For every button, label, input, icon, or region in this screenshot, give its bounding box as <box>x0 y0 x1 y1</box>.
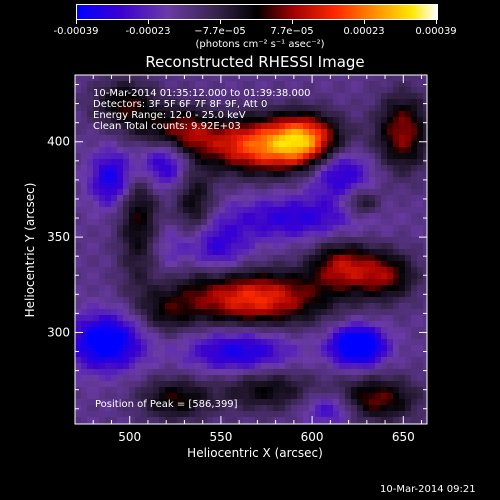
colorbar-unit-label: (photons cm⁻² s⁻¹ asec⁻²) <box>195 39 325 50</box>
plot-area: 10-Mar-2014 01:35:12.000 to 01:39:38.000… <box>75 75 427 424</box>
y-tick-label: 350 <box>47 230 70 244</box>
x-tick-label: 500 <box>118 430 141 444</box>
y-tick-label: 400 <box>47 135 70 149</box>
annotation-energy-range: Energy Range: 12.0 - 25.0 keV <box>93 110 246 121</box>
annotation-detectors: Detectors: 3F 5F 6F 7F 8F 9F, Att 0 <box>93 99 268 110</box>
colorbar-tick-label: 7.7e−05 <box>270 26 314 37</box>
colorbar-tick-label: 0.00023 <box>343 26 385 37</box>
y-axis-label: Heliocentric Y (arcsec) <box>23 182 37 318</box>
plot-frame <box>74 74 428 425</box>
colorbar-tick-label: −7.7e−05 <box>194 26 246 37</box>
y-tick-label: 300 <box>47 325 70 339</box>
annotation-time-range: 10-Mar-2014 01:35:12.000 to 01:39:38.000 <box>93 88 311 99</box>
colorbar-tick-label: -0.00023 <box>125 26 171 37</box>
colorbar-gradient <box>77 5 437 19</box>
x-axis-label: Heliocentric X (arcsec) <box>187 446 323 460</box>
peak-position-label: Position of Peak = [586,399] <box>95 399 238 410</box>
colorbar <box>76 4 438 20</box>
colorbar-tick-label: 0.00039 <box>415 26 457 37</box>
colorbar-tick-label: -0.00039 <box>53 26 99 37</box>
x-tick-label: 650 <box>392 430 415 444</box>
heatmap-image <box>75 75 427 424</box>
chart-title: Reconstructed RHESSI Image <box>145 53 365 71</box>
annotation-clean-counts: Clean Total counts: 9.92E+03 <box>93 121 241 132</box>
x-tick-label: 550 <box>209 430 232 444</box>
colorbar-ticks <box>76 20 438 26</box>
x-tick-label: 600 <box>301 430 324 444</box>
timestamp: 10-Mar-2014 09:21 <box>380 484 476 495</box>
